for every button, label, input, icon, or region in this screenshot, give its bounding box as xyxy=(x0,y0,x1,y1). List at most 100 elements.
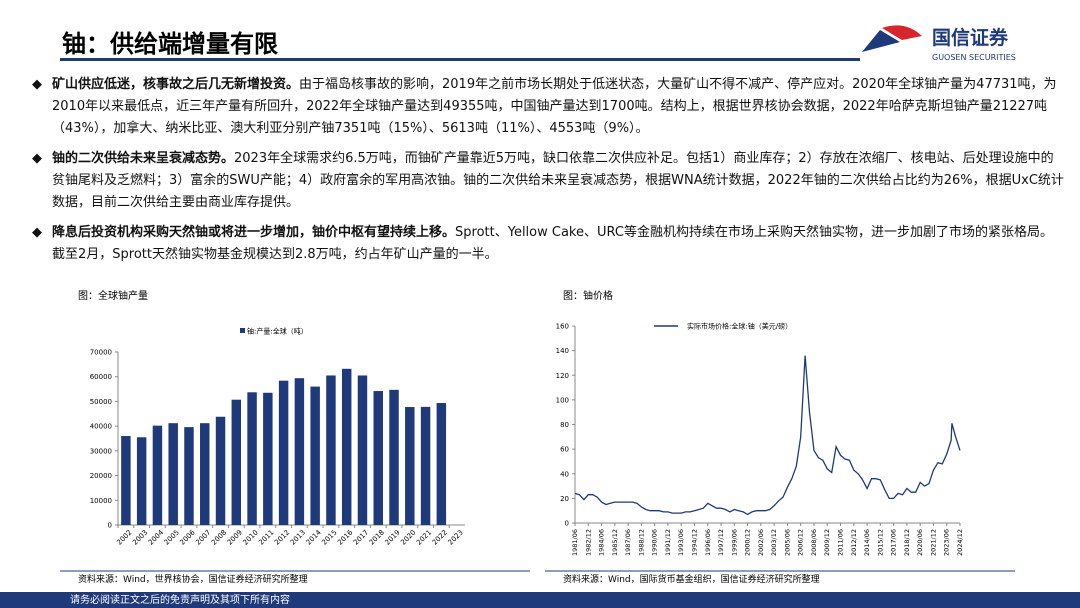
y-tick-label: 0 xyxy=(108,522,112,530)
y-tick-label: 70000 xyxy=(90,349,112,357)
x-tick-label: 2023 xyxy=(447,528,465,546)
bar xyxy=(405,407,415,525)
x-tick-label: 1997/12 xyxy=(717,529,725,556)
header-rule xyxy=(60,58,860,61)
bullet-lead: 降息后投资机构采购天然铀或将进一步增加，铀价中枢有望持续上移。 xyxy=(52,225,456,240)
bar xyxy=(168,423,178,525)
y-tick-label: 60000 xyxy=(90,373,112,381)
bar xyxy=(341,368,352,525)
logo-name: 国信证券 xyxy=(932,26,1009,49)
bar xyxy=(231,399,242,525)
bar xyxy=(263,392,273,525)
y-tick-label: 40000 xyxy=(90,423,112,431)
x-tick-label: 2016 xyxy=(336,528,355,547)
x-tick-label: 2011 xyxy=(257,528,275,546)
x-tick-label: 2024/12 xyxy=(956,529,964,556)
y-tick-label: 50000 xyxy=(90,398,112,406)
x-tick-label: 2008/06 xyxy=(810,529,818,556)
x-tick-label: 2017 xyxy=(352,528,370,546)
chart-caption: 图：铀价格 xyxy=(563,289,613,302)
y-tick-label: 10000 xyxy=(90,497,112,505)
y-tick-label: 60 xyxy=(560,446,569,454)
legend-label: 铀:产量:全球（吨） xyxy=(247,327,308,336)
x-tick-label: 2007 xyxy=(194,528,212,546)
bar xyxy=(215,416,226,525)
bullet-lead: 铀的二次供给未来呈衰减态势。 xyxy=(52,151,235,166)
x-tick-label: 2006/12 xyxy=(797,529,805,556)
x-tick-label: 2009/12 xyxy=(823,529,831,556)
x-tick-label: 2014 xyxy=(305,528,324,547)
x-tick-label: 1988/12 xyxy=(637,529,645,556)
bar xyxy=(294,378,305,525)
x-tick-label: 2014/06 xyxy=(863,529,871,556)
x-tick-label: 2022 xyxy=(431,528,449,546)
bar xyxy=(136,437,147,525)
bar xyxy=(373,391,383,525)
bar xyxy=(420,406,431,525)
x-tick-label: 2023/06 xyxy=(943,529,951,556)
x-tick-label: 2018/12 xyxy=(903,529,911,556)
page-title: 铀：供给端增量有限 xyxy=(62,30,278,58)
y-tick-label: 20 xyxy=(560,495,569,503)
bar xyxy=(152,425,163,525)
logo-mark xyxy=(882,25,922,40)
bullet-lead: 矿山供应低迷，核事故之后几无新增投资。 xyxy=(52,77,300,92)
logo-english: GUOSEN SECURITIES xyxy=(932,53,1016,62)
bar xyxy=(436,403,447,525)
x-tick-label: 2021 xyxy=(415,528,433,546)
legend-label: 实际市场价格:全球:铀（美元/磅） xyxy=(687,322,792,331)
x-tick-label: 1982/12 xyxy=(584,529,592,556)
x-tick-label: 2015 xyxy=(320,528,338,546)
x-tick-label: 2021/12 xyxy=(929,529,937,556)
header-graphics: 国信证券 GUOSEN SECURITIES xyxy=(60,25,1016,62)
y-tick-label: 30000 xyxy=(90,447,112,455)
x-tick-label: 2013 xyxy=(289,528,307,546)
y-tick-label: 120 xyxy=(556,372,569,380)
y-tick-label: 140 xyxy=(556,347,569,355)
x-tick-label: 2018 xyxy=(368,528,386,546)
x-tick-label: 2006 xyxy=(178,528,197,547)
x-tick-label: 2005 xyxy=(163,528,181,546)
x-tick-label: 1994/12 xyxy=(690,529,698,556)
x-tick-label: 2012 xyxy=(273,528,291,546)
footer-text: 请务必阅读正文之后的免责声明及其项下所有内容 xyxy=(70,593,290,606)
bar xyxy=(184,427,194,525)
chart-caption: 图：全球铀产量 xyxy=(78,289,148,302)
x-tick-label: 2019 xyxy=(383,528,401,546)
y-tick-label: 0 xyxy=(565,520,569,528)
bar xyxy=(310,386,320,525)
x-tick-label: 2002 xyxy=(115,528,133,546)
x-tick-label: 2005/06 xyxy=(783,529,791,556)
x-tick-label: 2020/06 xyxy=(916,529,924,556)
bullet-text: Sprott、Yellow Cake、URC等金融机构持续在市场上采购天然铀实物… xyxy=(52,225,1053,262)
bar xyxy=(200,423,210,525)
x-tick-label: 2004 xyxy=(147,528,166,547)
x-tick-label: 2020 xyxy=(399,528,417,546)
y-tick-label: 160 xyxy=(556,323,569,331)
bar xyxy=(326,375,336,525)
x-tick-label: 1990/06 xyxy=(651,529,659,556)
bullet: ◆ 降息后投资机构采购天然铀或将进一步增加，铀价中枢有望持续上移。Sprott、Y… xyxy=(32,225,1053,262)
y-tick-label: 40 xyxy=(560,470,569,478)
y-tick-label: 20000 xyxy=(90,472,112,480)
x-tick-label: 2017/06 xyxy=(890,529,898,556)
x-tick-label: 1996/06 xyxy=(704,529,712,556)
x-tick-label: 2010 xyxy=(242,528,260,546)
x-tick-label: 1981/06 xyxy=(571,529,579,556)
logo-mark xyxy=(862,30,900,52)
x-tick-label: 1999/06 xyxy=(730,529,738,556)
x-tick-label: 1993/06 xyxy=(677,529,685,556)
bullet: ◆ 铀的二次供给未来呈衰减态势。2023年全球需求约6.5万吨，而铀矿产量靠近5万… xyxy=(32,151,1064,210)
bar xyxy=(278,380,289,525)
chart-source: 资料来源：Wind，世界核协会，国信证券经济研究所整理 xyxy=(78,573,308,585)
bullet-text: 由于福岛核事故的影响，2019年之前市场长期处于低迷状态，大量矿山不得不减产、停… xyxy=(52,77,1057,136)
x-tick-label: 2008 xyxy=(210,528,228,546)
bar xyxy=(357,375,368,525)
x-tick-label: 1985/12 xyxy=(611,529,619,556)
bar xyxy=(247,392,257,525)
x-tick-label: 2011/06 xyxy=(837,529,845,556)
x-tick-label: 1991/12 xyxy=(664,529,672,556)
x-tick-label: 1987/06 xyxy=(624,529,632,556)
line xyxy=(574,355,961,516)
